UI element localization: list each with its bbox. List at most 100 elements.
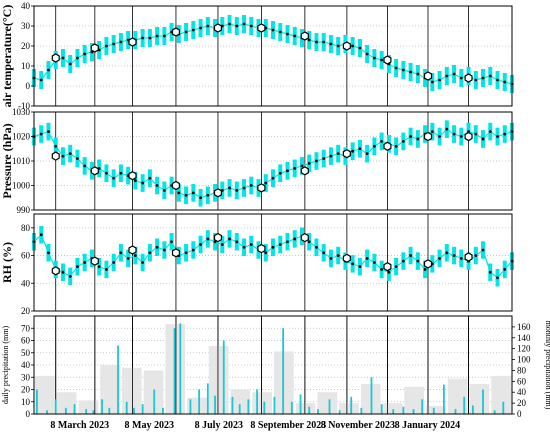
- daily-mean-point: [365, 256, 369, 260]
- monthly-precip-bar: [208, 345, 229, 414]
- daily-precip-bar: [222, 340, 225, 414]
- daily-mean-point: [409, 70, 413, 74]
- monthly-precip-bar: [187, 397, 207, 414]
- daily-mean-point: [286, 32, 289, 36]
- y-tick-label: 1020: [12, 132, 31, 142]
- y2-tick-label: 0: [517, 409, 522, 419]
- monthly-mean-marker: [383, 262, 392, 272]
- daily-mean-point: [148, 36, 152, 40]
- daily-precip-bar: [317, 409, 319, 414]
- daily-precip-bar: [350, 396, 353, 414]
- daily-mean-point: [162, 248, 166, 252]
- daily-mean-point: [496, 135, 499, 138]
- daily-mean-point: [394, 144, 398, 148]
- daily-mean-point: [199, 196, 202, 200]
- daily-mean-point: [105, 44, 108, 48]
- y-tick-label: 1000: [12, 181, 31, 191]
- daily-mean-point: [191, 248, 195, 252]
- daily-precip-bar: [46, 410, 48, 414]
- y-tick-label: 1030: [12, 107, 31, 117]
- y2-tick-label: 100: [517, 355, 531, 365]
- daily-mean-point: [452, 72, 456, 76]
- monthly-mean-marker: [51, 266, 60, 276]
- y-axis-label: air temperature(°C): [0, 5, 14, 108]
- daily-precip-bar: [92, 410, 95, 414]
- daily-mean-point: [401, 140, 405, 143]
- daily-mean-point: [220, 243, 224, 246]
- y-tick-label: 50: [21, 348, 31, 358]
- monthly-mean-marker: [213, 23, 222, 33]
- daily-precip-bar: [502, 401, 505, 414]
- daily-mean-point: [365, 52, 369, 56]
- daily-precip-bar: [54, 399, 57, 414]
- daily-precip-bar: [64, 407, 67, 414]
- daily-mean-point: [315, 40, 318, 44]
- monthly-precip-bar: [121, 367, 142, 414]
- monthly-mean-marker: [128, 245, 137, 255]
- daily-mean-point: [184, 251, 188, 255]
- daily-mean-point: [191, 191, 195, 195]
- y-tick-label: 1010: [12, 156, 31, 166]
- daily-precip-bar: [338, 410, 341, 414]
- daily-mean-point: [351, 149, 355, 153]
- daily-mean-point: [133, 254, 137, 257]
- monthly-mean-marker: [51, 53, 60, 63]
- daily-mean-point: [264, 251, 268, 255]
- daily-mean-point: [351, 44, 355, 48]
- daily-mean-point: [459, 135, 463, 138]
- monthly-mean-marker: [383, 55, 392, 65]
- daily-mean-point: [177, 191, 181, 195]
- daily-mean-point: [358, 147, 362, 151]
- daily-mean-point: [481, 76, 485, 80]
- daily-precip-bar: [153, 389, 156, 414]
- monthly-mean-marker: [464, 131, 473, 142]
- daily-mean-point: [199, 26, 202, 30]
- monthly-mean-marker: [171, 248, 180, 258]
- daily-precip-bar: [454, 409, 457, 414]
- daily-mean-point: [416, 137, 420, 141]
- daily-mean-point: [242, 22, 246, 26]
- y-tick-label: 20: [21, 306, 31, 316]
- daily-precip-bar: [443, 384, 445, 414]
- monthly-mean-marker: [464, 73, 473, 83]
- daily-precip-bar: [179, 323, 182, 414]
- daily-mean-point: [336, 254, 340, 257]
- daily-mean-point: [271, 28, 275, 32]
- daily-mean-point: [162, 189, 166, 192]
- daily-mean-point: [278, 171, 282, 175]
- daily-mean-point: [126, 256, 130, 260]
- daily-mean-point: [474, 78, 478, 82]
- daily-mean-point: [329, 154, 333, 158]
- daily-mean-point: [249, 243, 253, 246]
- y2-tick-label: 160: [517, 322, 531, 332]
- daily-mean-point: [47, 251, 50, 255]
- daily-precip-bar: [198, 389, 201, 414]
- x-tick-label: 8 January 2024: [395, 420, 461, 431]
- x-tick-label: 8 September 2023: [250, 420, 326, 431]
- y-tick-label: 10: [21, 61, 31, 71]
- daily-precip-bar: [421, 399, 424, 414]
- y-tick-label: 60: [21, 336, 31, 346]
- daily-precip-bar: [412, 409, 415, 414]
- daily-mean-point: [206, 24, 210, 28]
- daily-precip-bar: [85, 409, 88, 414]
- daily-mean-point: [119, 171, 123, 175]
- daily-mean-point: [503, 132, 507, 136]
- daily-mean-point: [68, 274, 72, 278]
- daily-mean-point: [401, 259, 405, 263]
- daily-mean-point: [445, 74, 449, 78]
- daily-mean-point: [401, 68, 405, 72]
- daily-mean-point: [235, 240, 239, 244]
- daily-mean-point: [423, 268, 427, 271]
- y-tick-label: 20: [21, 385, 31, 395]
- daily-mean-point: [184, 193, 188, 197]
- daily-mean-point: [206, 237, 210, 241]
- daily-mean-point: [365, 152, 369, 156]
- x-tick-label: 8 November 2023: [321, 420, 395, 431]
- daily-precip-bar: [482, 389, 484, 414]
- daily-mean-point: [242, 186, 246, 190]
- y-axis-label: RH (%): [0, 242, 14, 283]
- daily-precip-bar: [162, 407, 164, 414]
- daily-mean-point: [445, 251, 449, 255]
